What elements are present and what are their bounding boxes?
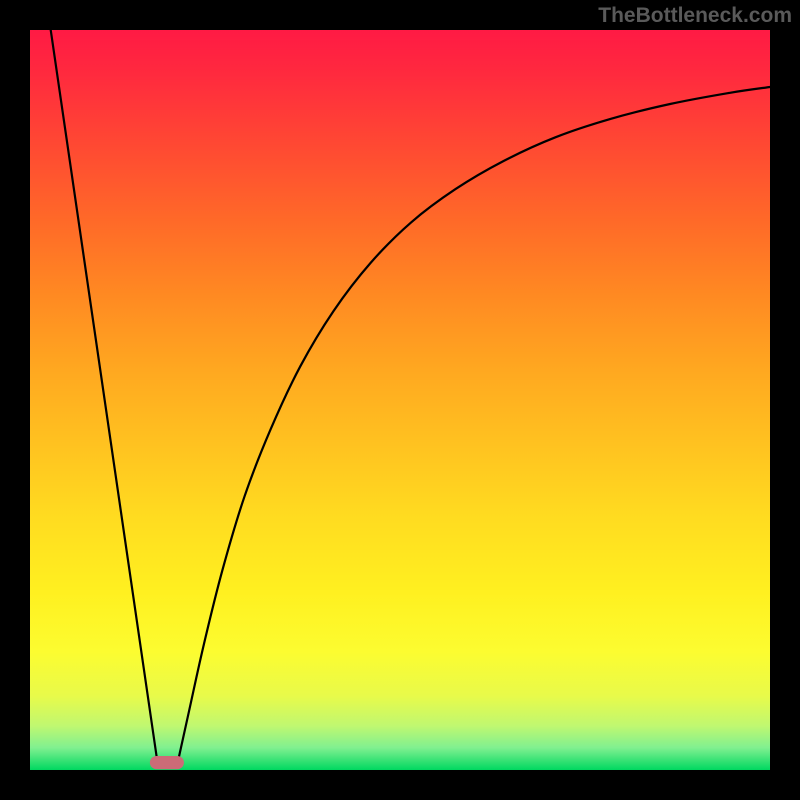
chart-container: TheBottleneck.com [0,0,800,800]
watermark-text: TheBottleneck.com [598,4,792,28]
bottleneck-chart [0,0,800,800]
